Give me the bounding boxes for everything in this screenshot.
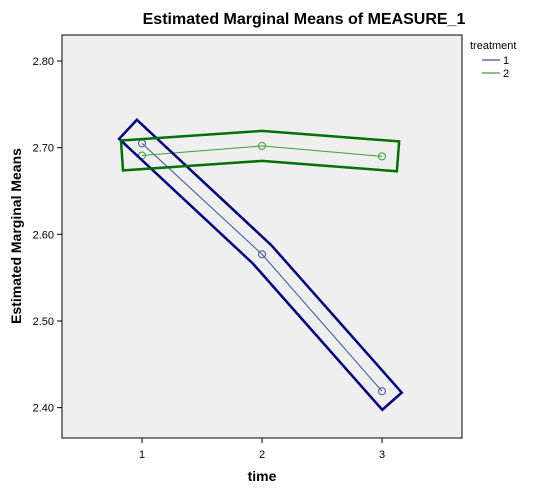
- legend-label-2: 2: [503, 68, 509, 80]
- y-axis-label: Estimated Marginal Means: [8, 148, 24, 324]
- x-tick-label: 2: [259, 449, 265, 461]
- data-point: [378, 152, 386, 161]
- series-2-highlight-outline: [119, 129, 401, 173]
- series-line-2: [141, 145, 383, 157]
- legend-title: treatment: [470, 40, 516, 52]
- data-point: [258, 141, 266, 150]
- y-tick-label: 2.40: [33, 403, 54, 415]
- x-axis-label: time: [248, 468, 277, 484]
- chart-title: Estimated Marginal Means of MEASURE_1: [143, 11, 466, 28]
- x-tick-label: 1: [139, 449, 145, 461]
- x-axis: 1 2 3: [139, 438, 385, 461]
- x-tick-label: 3: [379, 449, 385, 461]
- series-layer: [138, 139, 386, 396]
- data-point: [258, 250, 266, 259]
- y-tick-label: 2.60: [33, 229, 54, 241]
- legend: treatment 12: [470, 40, 516, 80]
- y-tick-label: 2.70: [33, 143, 54, 155]
- annotation-layer: [117, 118, 404, 412]
- series-1-highlight-outline: [117, 118, 404, 412]
- data-point: [378, 387, 386, 396]
- series-line-1: [141, 142, 383, 392]
- legend-label-1: 1: [503, 55, 509, 67]
- y-axis: 2.40 2.50 2.60 2.70 2.80: [33, 56, 62, 415]
- y-tick-label: 2.80: [33, 56, 54, 68]
- y-tick-label: 2.50: [33, 316, 54, 328]
